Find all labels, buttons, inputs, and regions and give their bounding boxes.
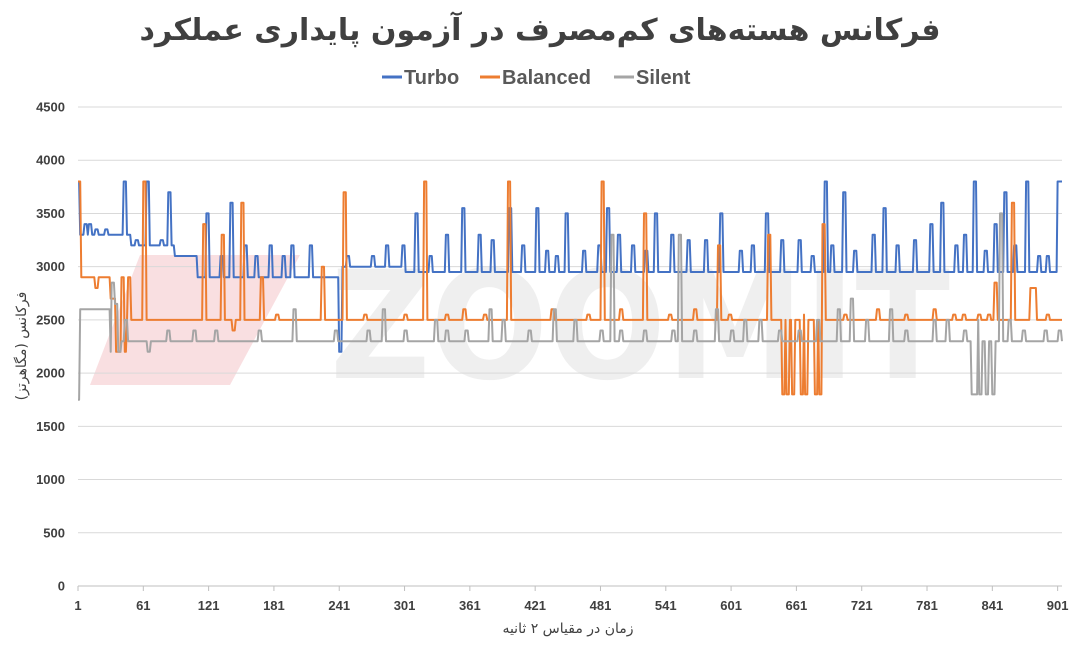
x-tick-label: 61: [136, 598, 150, 613]
series-line-balanced: [78, 180, 1062, 396]
x-tick-label: 301: [394, 598, 416, 613]
y-tick-label: 2000: [36, 366, 65, 381]
x-tick-label: 421: [524, 598, 546, 613]
y-tick-label: 1500: [36, 419, 65, 434]
y-axis-ticks: 0 500 1000 1500 2000 2500 3000 3500 4000 4500: [36, 100, 65, 594]
x-tick-label: 841: [981, 598, 1003, 613]
legend: Turbo Balanced Silent: [382, 67, 691, 89]
y-tick-label: 2500: [36, 312, 65, 327]
legend-label: Silent: [636, 67, 691, 89]
x-tick-label: 241: [328, 598, 350, 613]
chart-title: فرکانس هسته‌های کم‌مصرف در آزمون پایداری…: [139, 11, 940, 48]
legend-item-balanced: Balanced: [480, 67, 591, 89]
x-tick-label: 901: [1047, 598, 1069, 613]
series-lines: [78, 180, 1063, 401]
x-tick-label: 601: [720, 598, 742, 613]
y-tick-label: 4500: [36, 100, 65, 115]
x-axis-ticks: 1 61 121 181 241 301 361 421 481 541 601 661 721 781 8…: [74, 586, 1068, 613]
x-axis-label: زمان در مقیاس ۲ ثانیه: [502, 621, 633, 637]
x-tick-label: 361: [459, 598, 481, 613]
y-tick-label: 0: [58, 579, 65, 594]
series-line-turbo: [78, 180, 1062, 353]
x-tick-label: 121: [198, 598, 220, 613]
x-tick-label: 661: [786, 598, 808, 613]
x-tick-label: 781: [916, 598, 938, 613]
x-tick-label: 721: [851, 598, 873, 613]
x-tick-label: 181: [263, 598, 285, 613]
legend-label: Balanced: [502, 67, 591, 89]
legend-item-silent: Silent: [614, 67, 691, 89]
y-tick-label: 500: [43, 525, 65, 540]
y-tick-label: 4000: [36, 153, 65, 168]
x-tick-label: 481: [590, 598, 612, 613]
legend-item-turbo: Turbo: [382, 67, 459, 89]
y-tick-label: 1000: [36, 472, 65, 487]
legend-label: Turbo: [404, 67, 459, 89]
series-line-silent: [78, 212, 1063, 401]
y-tick-label: 3000: [36, 259, 65, 274]
y-axis-label: فرکانس (مگاهرتز): [13, 292, 30, 401]
y-tick-label: 3500: [36, 206, 65, 221]
x-tick-label: 541: [655, 598, 677, 613]
x-tick-label: 1: [74, 598, 81, 613]
